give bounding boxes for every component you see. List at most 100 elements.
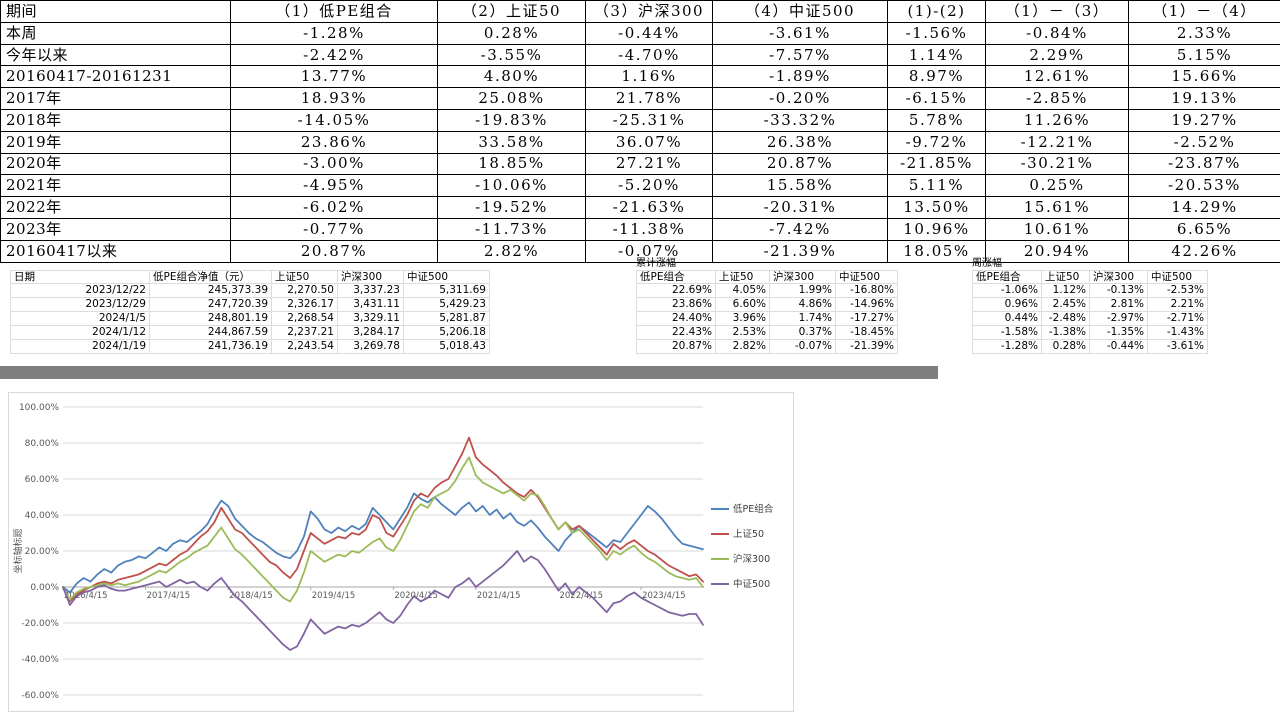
table-cell[interactable]: -0.84%: [986, 22, 1129, 45]
table-cell[interactable]: 245,373.39: [150, 284, 272, 298]
table-cell[interactable]: 1.99%: [770, 284, 836, 298]
table-cell[interactable]: -1.38%: [1042, 326, 1090, 340]
row-header[interactable]: 今年以来: [1, 44, 231, 67]
table-cell[interactable]: -14.96%: [836, 298, 898, 312]
table-cell[interactable]: -21.39%: [713, 240, 888, 263]
table-cell[interactable]: -3.55%: [438, 44, 586, 67]
table-cell[interactable]: 2024/1/5: [10, 312, 150, 326]
table-cell[interactable]: 5,281.87: [404, 312, 490, 326]
table-cell[interactable]: 10.96%: [888, 218, 986, 241]
column-header[interactable]: （1）－（4）: [1129, 1, 1280, 23]
table-cell[interactable]: 22.43%: [636, 326, 716, 340]
table-cell[interactable]: 5,311.69: [404, 284, 490, 298]
row-header[interactable]: 20160417-20161231: [1, 66, 231, 89]
table-cell[interactable]: -2.48%: [1042, 312, 1090, 326]
table-cell[interactable]: -1.89%: [713, 66, 888, 89]
table-cell[interactable]: -2.97%: [1090, 312, 1148, 326]
table-cell[interactable]: -6.02%: [231, 197, 438, 219]
table-cell[interactable]: 20.87%: [636, 340, 716, 354]
table-cell[interactable]: 14.29%: [1129, 197, 1280, 219]
table-cell[interactable]: 26.38%: [713, 131, 888, 154]
table-cell[interactable]: 0.28%: [1042, 340, 1090, 354]
table-cell[interactable]: 2024/1/12: [10, 326, 150, 340]
table-cell[interactable]: 3.96%: [716, 312, 770, 326]
table-cell[interactable]: -23.87%: [1129, 154, 1280, 176]
table-cell[interactable]: -2.52%: [1129, 132, 1280, 154]
column-header[interactable]: 沪深300: [770, 270, 836, 284]
table-cell[interactable]: 248,801.19: [150, 312, 272, 326]
series-line-3[interactable]: [62, 456, 704, 603]
column-header[interactable]: 日期: [10, 270, 150, 284]
table-cell[interactable]: -0.07%: [586, 240, 713, 263]
table-cell[interactable]: 2023/12/22: [10, 284, 150, 298]
table-cell[interactable]: 2,326.17: [272, 298, 338, 312]
table-cell[interactable]: 0.25%: [986, 175, 1129, 198]
column-header[interactable]: （1）低PE组合: [231, 1, 438, 23]
row-header[interactable]: 2017年: [1, 88, 231, 110]
table-cell[interactable]: -7.42%: [713, 218, 888, 241]
table-cell[interactable]: 10.61%: [986, 218, 1129, 241]
table-cell[interactable]: 33.58%: [438, 131, 586, 154]
table-cell[interactable]: 1.14%: [888, 44, 986, 67]
table-cell[interactable]: -1.35%: [1090, 326, 1148, 340]
table-cell[interactable]: -1.43%: [1148, 326, 1208, 340]
table-cell[interactable]: -0.44%: [586, 22, 713, 45]
legend-item[interactable]: 上证50: [711, 529, 764, 540]
table-cell[interactable]: 4.80%: [438, 66, 586, 89]
row-header[interactable]: 2018年: [1, 109, 231, 132]
column-header[interactable]: 低PE组合: [972, 270, 1042, 284]
table-cell[interactable]: 6.60%: [716, 298, 770, 312]
table-cell[interactable]: 3,337.23: [338, 284, 404, 298]
row-header[interactable]: 20160417以来: [1, 240, 231, 263]
returns-chart[interactable]: 100.00% 80.00% 60.00% 40.00% 20.00% 0.00% -20.…: [8, 392, 794, 712]
table-cell[interactable]: 18.05%: [888, 240, 986, 263]
table-cell[interactable]: -21.63%: [586, 197, 713, 219]
table-cell[interactable]: 5,206.18: [404, 326, 490, 340]
table-cell[interactable]: 25.08%: [438, 88, 586, 110]
column-header[interactable]: 中证500: [1148, 270, 1208, 284]
table-cell[interactable]: -17.27%: [836, 312, 898, 326]
table-cell[interactable]: 42.26%: [1129, 241, 1280, 263]
table-cell[interactable]: -1.58%: [972, 326, 1042, 340]
table-cell[interactable]: 18.93%: [231, 88, 438, 110]
table-cell[interactable]: 19.27%: [1129, 110, 1280, 132]
table-cell[interactable]: 2023/12/29: [10, 298, 150, 312]
column-header[interactable]: 沪深300: [338, 270, 404, 284]
table-cell[interactable]: -2.53%: [1148, 284, 1208, 298]
table-cell[interactable]: 36.07%: [586, 131, 713, 154]
table-cell[interactable]: -9.72%: [888, 131, 986, 154]
row-header[interactable]: 2020年: [1, 153, 231, 176]
column-header[interactable]: （1）－（3）: [986, 1, 1129, 23]
table-cell[interactable]: 241,736.19: [150, 340, 272, 354]
table-cell[interactable]: -33.32%: [713, 109, 888, 132]
table-cell[interactable]: -4.95%: [231, 175, 438, 198]
table-cell[interactable]: 3,269.78: [338, 340, 404, 354]
table-cell[interactable]: 13.77%: [231, 66, 438, 89]
series-line-4[interactable]: [62, 550, 704, 651]
legend-item[interactable]: 沪深300: [711, 553, 770, 565]
table-cell[interactable]: 4.86%: [770, 298, 836, 312]
table-cell[interactable]: -3.61%: [713, 22, 888, 45]
table-cell[interactable]: 2.82%: [438, 240, 586, 263]
table-cell[interactable]: 3,431.11: [338, 298, 404, 312]
row-header[interactable]: 本周: [1, 22, 231, 45]
table-cell[interactable]: -0.77%: [231, 218, 438, 241]
table-cell[interactable]: -16.80%: [836, 284, 898, 298]
table-cell[interactable]: 2,243.54: [272, 340, 338, 354]
table-cell[interactable]: 2.29%: [986, 44, 1129, 67]
table-cell[interactable]: -11.38%: [586, 218, 713, 241]
column-header[interactable]: (1)-(2): [888, 1, 986, 23]
column-header[interactable]: （3）沪深300: [586, 1, 713, 23]
column-header[interactable]: 低PE组合: [636, 270, 716, 284]
table-cell[interactable]: -30.21%: [986, 153, 1129, 176]
table-cell[interactable]: 21.78%: [586, 88, 713, 110]
table-cell[interactable]: -1.28%: [231, 22, 438, 45]
table-cell[interactable]: -1.06%: [972, 284, 1042, 298]
table-cell[interactable]: 0.96%: [972, 298, 1042, 312]
table-cell[interactable]: 3,329.11: [338, 312, 404, 326]
table-cell[interactable]: 5.11%: [888, 175, 986, 198]
table-cell[interactable]: 8.97%: [888, 66, 986, 89]
table-cell[interactable]: 3,284.17: [338, 326, 404, 340]
table-cell[interactable]: 2.21%: [1148, 298, 1208, 312]
table-cell[interactable]: 247,720.39: [150, 298, 272, 312]
